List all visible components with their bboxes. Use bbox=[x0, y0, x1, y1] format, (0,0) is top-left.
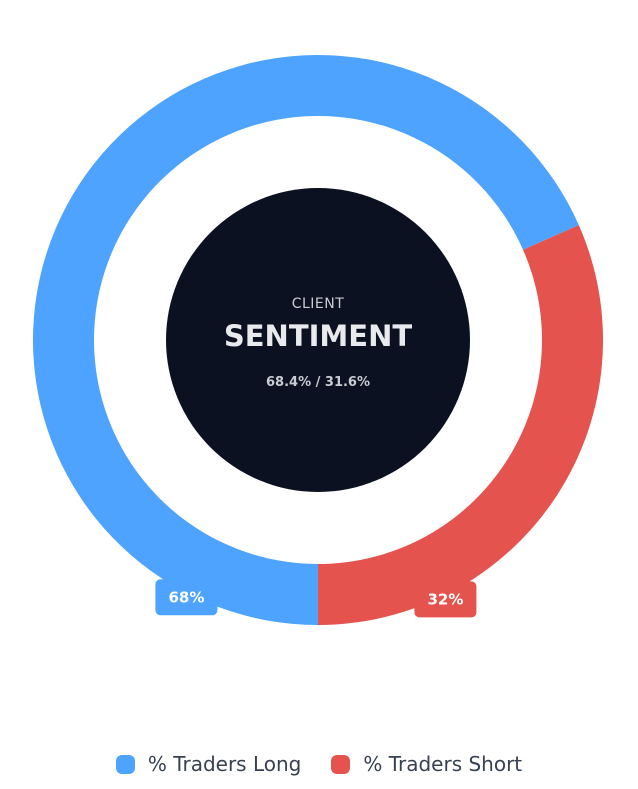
legend: % Traders Long % Traders Short bbox=[0, 752, 638, 776]
legend-item-short[interactable]: % Traders Short bbox=[331, 752, 522, 776]
center-title: SENTIMENT bbox=[224, 319, 412, 353]
center-subtitle: 68.4% / 31.6% bbox=[266, 375, 370, 390]
data-labels-group: 68% 32% bbox=[155, 579, 477, 618]
legend-swatch-short bbox=[331, 754, 351, 774]
center-kicker: CLIENT bbox=[292, 296, 345, 312]
legend-item-long[interactable]: % Traders Long bbox=[115, 752, 302, 776]
slice-short[interactable] bbox=[318, 225, 603, 625]
data-label-badge-short bbox=[414, 581, 477, 618]
doughnut-chart: CLIENT SENTIMENT 68.4% / 31.6% 68% 32% bbox=[32, 54, 603, 625]
data-label-short: 32% bbox=[427, 590, 463, 608]
data-label-badge-long bbox=[155, 579, 218, 616]
center-disc bbox=[166, 188, 470, 492]
legend-swatch-long bbox=[115, 754, 135, 774]
legend-label-long: % Traders Long bbox=[147, 752, 302, 776]
slices-group bbox=[32, 54, 603, 625]
legend-label-short: % Traders Short bbox=[363, 752, 523, 776]
data-label-long: 68% bbox=[168, 588, 204, 606]
